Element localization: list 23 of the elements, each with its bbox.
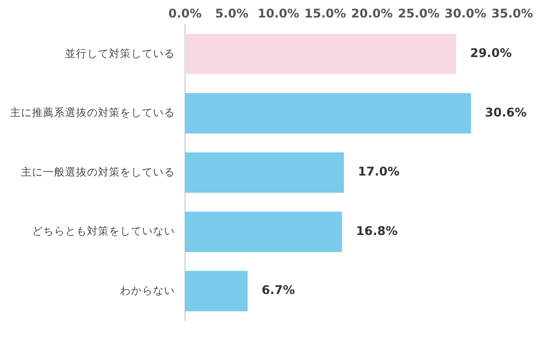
data-label: 16.8%: [356, 224, 398, 238]
y-tick-label: 主に推薦系選抜の対策をしている: [10, 106, 175, 120]
y-tick-label: わからない: [120, 284, 175, 297]
data-label: 17.0%: [358, 164, 400, 179]
x-tick-label: 5.0%: [215, 6, 248, 20]
x-tick-label: 0.0%: [168, 6, 202, 20]
y-tick-label: 主に一般選抜の対策をしている: [21, 165, 175, 178]
bar: [185, 152, 344, 193]
data-label: 29.0%: [470, 46, 512, 60]
x-tick-label: 30.0%: [444, 6, 486, 20]
x-tick-label: 15.0%: [304, 6, 346, 20]
x-tick-label: 20.0%: [351, 6, 393, 20]
x-tick-label: 10.0%: [258, 6, 300, 20]
y-tick-label: 並行して対策している: [65, 46, 175, 60]
bar: [185, 270, 248, 312]
x-tick-label: 25.0%: [398, 6, 440, 20]
bar: [185, 212, 342, 252]
bar: [185, 93, 472, 134]
data-label: 30.6%: [485, 105, 527, 120]
y-tick-label: どちらとも対策をしていない: [32, 224, 175, 238]
bar: [185, 34, 456, 74]
data-label: 6.7%: [262, 283, 295, 298]
x-tick-label: 35.0%: [491, 6, 534, 20]
